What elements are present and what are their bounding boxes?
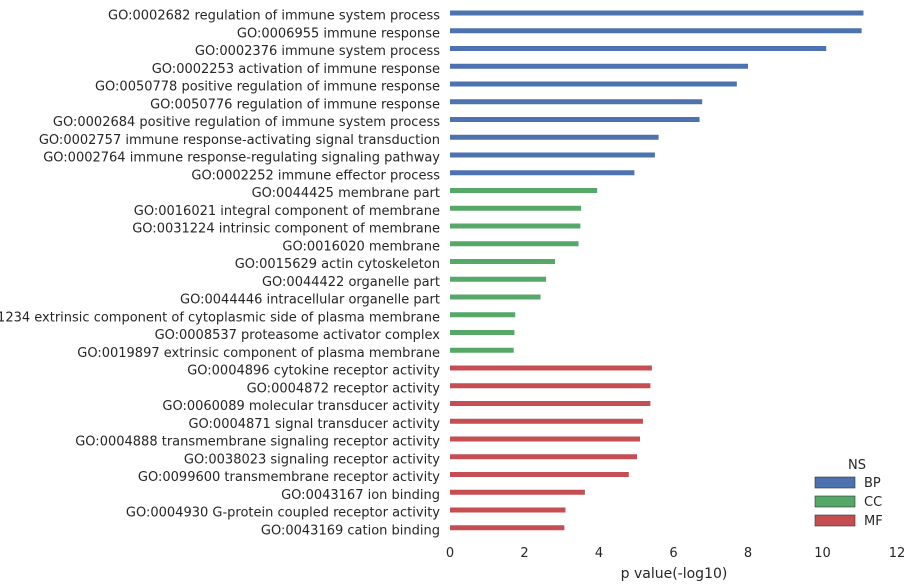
category-label-7: GO:0002684 positive regulation of immune… [53,115,440,130]
category-label-15: GO:0015629 actin cytoskeleton [235,257,440,272]
bar-30 [450,525,565,531]
category-label-25: GO:0004888 transmembrane signaling recep… [75,435,440,450]
category-labels-group: GO:0002682 regulation of immune system p… [0,9,440,539]
bar-18 [450,312,516,318]
bar-2 [450,28,862,34]
x-tick-label-8: 8 [744,546,752,561]
x-tick-label-4: 4 [595,546,603,561]
bar-19 [450,330,515,335]
category-label-19: GO:0008537 proteasome activator complex [155,328,441,343]
bar-3 [450,46,827,51]
bar-4 [450,63,748,69]
legend-label-bp: BP [864,476,881,491]
bar-1 [450,10,864,16]
category-label-27: GO:0099600 transmembrane receptor activi… [138,470,440,485]
bar-11 [450,188,598,193]
x-axis-title: p value(-log10) [621,566,728,582]
bar-29 [450,507,566,513]
bar-15 [450,259,556,264]
category-label-5: GO:0050778 positive regulation of immune… [95,80,440,95]
x-tick-label-0: 0 [446,546,454,561]
category-label-29: GO:0004930 G-protein coupled receptor ac… [126,506,440,521]
category-label-30: GO:0043169 cation binding [261,523,440,538]
bar-8 [450,134,659,140]
bar-13 [450,223,581,229]
category-label-23: GO:0060089 molecular transducer activity [162,399,440,414]
bar-10 [450,170,635,176]
bar-9 [450,152,655,158]
legend-title: NS [848,458,866,473]
bars-group [450,10,864,531]
legend-swatch-bp [814,476,856,489]
category-label-12: GO:0016021 integral component of membran… [134,204,440,219]
bar-14 [450,241,579,247]
category-label-6: GO:0050776 regulation of immune response [150,97,440,112]
category-label-8: GO:0002757 immune response-activating si… [39,133,440,148]
bar-6 [450,99,703,105]
bar-16 [450,276,547,282]
legend-swatch-mf [814,514,856,527]
category-label-11: GO:0044425 membrane part [252,186,440,201]
bar-22 [450,383,651,389]
bar-24 [450,418,643,424]
legend-swatch-cc [814,495,856,508]
category-label-24: GO:0004871 signal transducer activity [188,417,440,432]
category-label-16: GO:0044422 organelle part [262,275,440,290]
category-label-4: GO:0002253 activation of immune response [152,62,440,77]
category-label-26: GO:0038023 signaling receptor activity [184,452,440,467]
bar-28 [450,489,585,495]
x-tick-labels-group: 0 2 4 6 8 10 12 [446,546,905,561]
category-label-28: GO:0043167 ion binding [281,488,440,503]
x-tick-label-12: 12 [889,546,906,561]
category-label-14: GO:0016020 membrane [282,239,440,254]
bar-5 [450,81,737,87]
bar-23 [450,401,651,406]
bar-7 [450,117,700,122]
category-label-21: GO:0004896 cytokine receptor activity [187,364,440,379]
category-label-17: GO:0044446 intracellular organelle part [180,293,440,308]
bar-21 [450,365,652,371]
category-label-2: GO:0006955 immune response [237,26,440,41]
category-label-13: GO:0031224 intrinsic component of membra… [132,222,440,237]
x-tick-label-6: 6 [669,546,677,561]
bar-20 [450,347,514,353]
category-label-3: GO:0002376 immune system process [195,44,440,59]
category-label-9: GO:0002764 immune response-regulating si… [43,151,440,166]
category-label-18: GO:0031234 extrinsic component of cytopl… [0,310,440,325]
category-label-1: GO:0002682 regulation of immune system p… [108,9,440,24]
bar-26 [450,454,637,460]
legend-label-mf: MF [864,514,883,529]
x-tick-label-2: 2 [520,546,528,561]
bar-25 [450,436,640,442]
bar-27 [450,472,629,477]
x-tick-label-10: 10 [814,546,831,561]
bar-12 [450,205,582,211]
category-label-22: GO:0004872 receptor activity [247,381,441,396]
legend: NS BP CC MF [814,458,883,529]
bar-17 [450,294,541,300]
category-label-10: GO:0002252 immune effector process [191,168,440,183]
category-label-20: GO:0019897 extrinsic component of plasma… [77,346,440,361]
legend-label-cc: CC [864,495,882,510]
